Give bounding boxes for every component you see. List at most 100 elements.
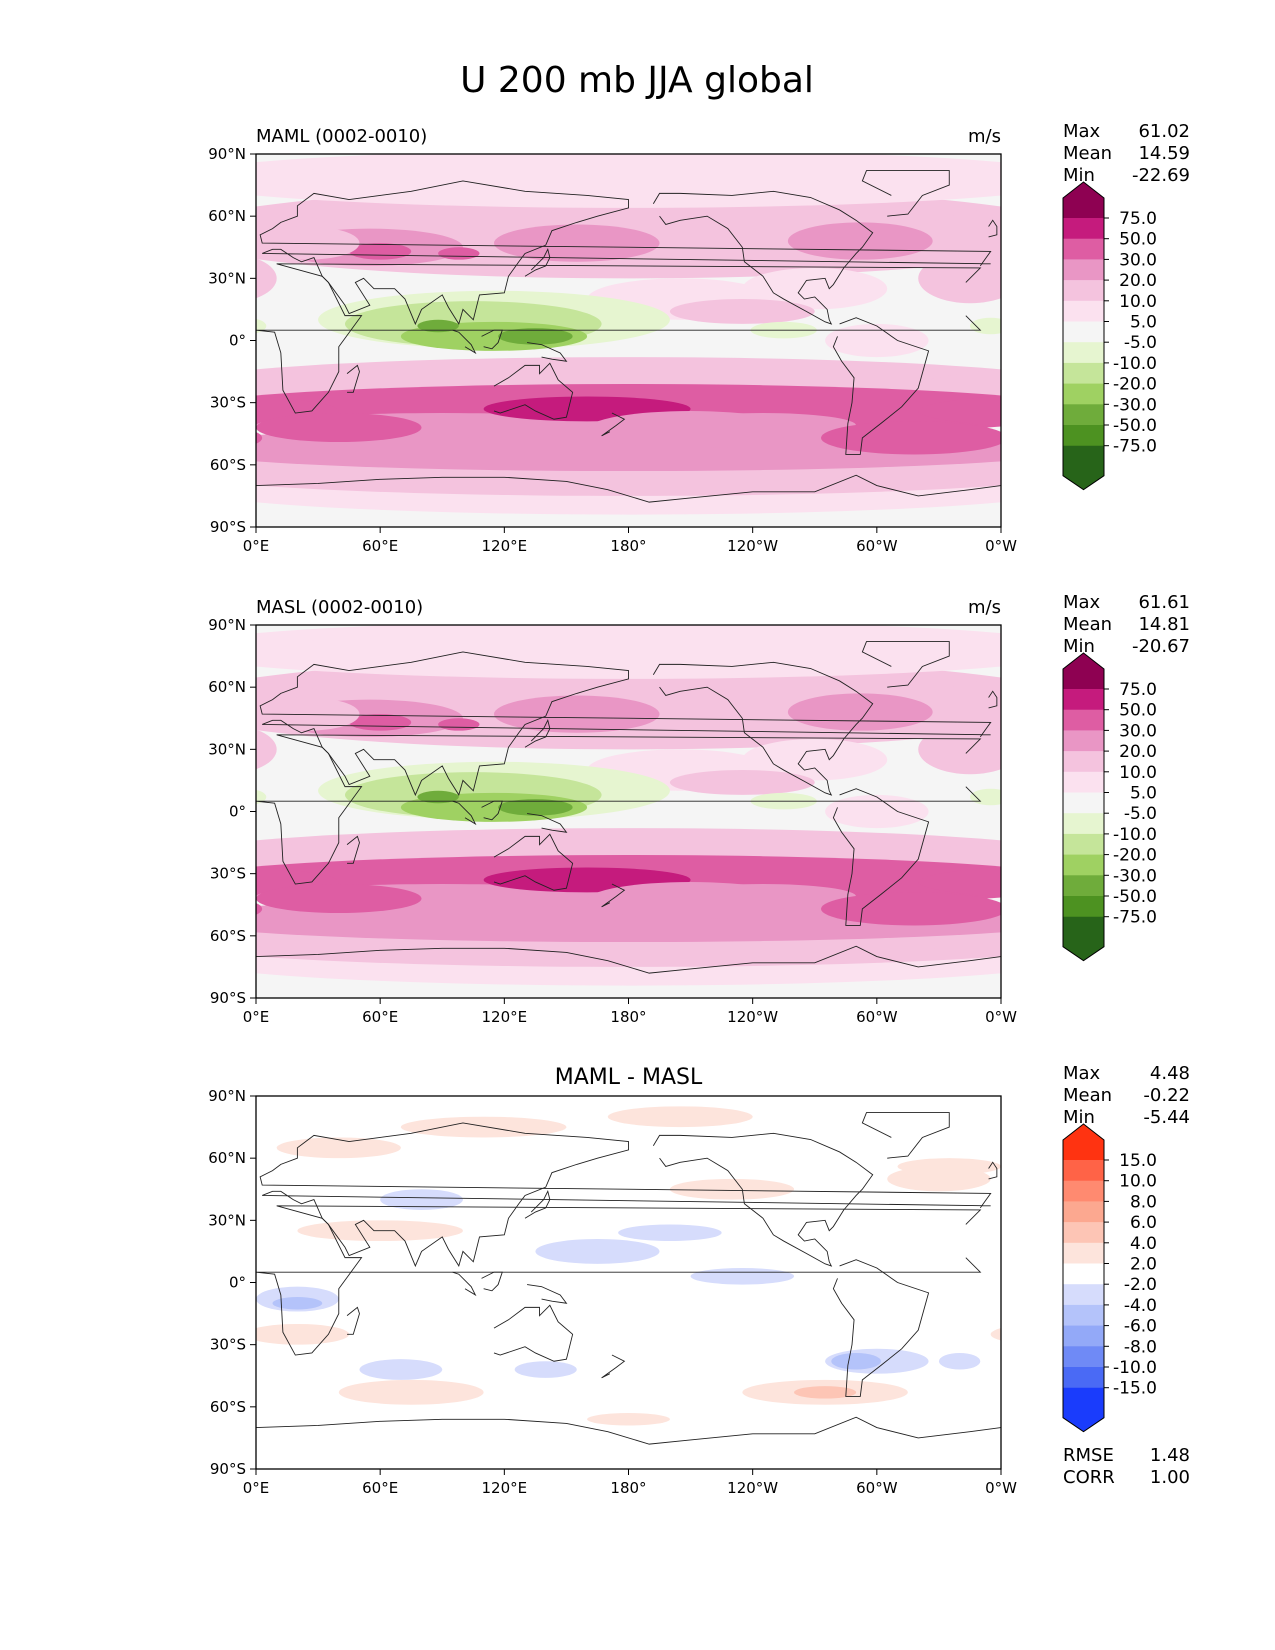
contour-region	[498, 328, 573, 345]
contour-region	[256, 697, 360, 731]
colorbar-segment	[1063, 896, 1104, 918]
colorbar-label: -50.0	[1113, 416, 1157, 436]
colorbar-extend-bottom	[1063, 916, 1104, 961]
colorbar-extend-top	[1063, 653, 1104, 689]
panel-3: 90°N 60°N 30°N 0° 30°S 60°S 90°S0°E 60°E 120°E 18…	[208, 1063, 1190, 1497]
contour-region	[256, 154, 1001, 208]
panel-units: m/s	[968, 597, 1001, 618]
contour-region	[938, 1352, 981, 1370]
coastline	[652, 190, 874, 325]
coastline	[832, 1259, 930, 1397]
contour-region	[359, 1359, 443, 1380]
stat-label: Mean	[1063, 143, 1112, 164]
colorbar-label: 75.0	[1119, 209, 1157, 229]
coastline	[652, 661, 874, 796]
x-tick-label: 60°E	[362, 1008, 398, 1026]
colorbar-segment	[1063, 875, 1104, 897]
coastline	[524, 1190, 551, 1219]
coastline	[652, 1132, 874, 1267]
y-tick-label: 90°N	[208, 616, 246, 634]
colorbar-segment	[1063, 383, 1104, 405]
colorbar-label: 8.0	[1130, 1192, 1157, 1212]
colorbar-label: -30.0	[1113, 395, 1157, 415]
contour-region	[918, 866, 1001, 898]
y-tick-label: 30°N	[208, 269, 246, 287]
contour-region	[787, 222, 933, 260]
contour-region	[417, 790, 459, 804]
contour-region	[256, 729, 277, 770]
contour-region	[669, 299, 815, 324]
stat-value-rmse: 1.48	[1150, 1445, 1190, 1466]
colorbar-label: 2.0	[1130, 1255, 1157, 1275]
coastline	[452, 329, 477, 355]
stat-value-min: -22.69	[1132, 165, 1190, 186]
stat-label: Min	[1063, 636, 1095, 657]
coastline	[524, 719, 551, 748]
coastline	[452, 800, 477, 826]
panel-units: m/s	[968, 126, 1001, 147]
x-tick-label: 60°E	[362, 1479, 398, 1497]
colorbar-label: 50.0	[1119, 230, 1157, 250]
colorbar-label: 5.0	[1130, 784, 1157, 804]
contour-region	[690, 1267, 795, 1285]
contour-region	[918, 395, 1001, 427]
colorbar-segment	[1063, 300, 1104, 322]
colorbar-outline	[1062, 181, 1105, 491]
colorbar-label: -5.0	[1124, 804, 1157, 824]
colorbar-label: -5.0	[1124, 333, 1157, 353]
coastline	[256, 263, 982, 414]
stat-label: Max	[1063, 121, 1101, 142]
map-area	[256, 1096, 1001, 1469]
colorbar-label: -6.0	[1124, 1317, 1157, 1337]
colorbar-segment	[1063, 1160, 1104, 1182]
colorbar-label: -30.0	[1113, 866, 1157, 886]
coastline	[346, 835, 360, 864]
contour-region	[256, 906, 339, 933]
x-tick-label: 120°E	[482, 537, 528, 555]
stat-value-corr: 1.00	[1150, 1467, 1190, 1488]
contour-region	[256, 625, 1001, 679]
x-tick-label: 0°W	[985, 1008, 1017, 1026]
colorbar-label: 50.0	[1119, 701, 1157, 721]
coastline	[256, 1416, 1001, 1445]
contour-region	[276, 1137, 401, 1159]
contour-region	[587, 1413, 670, 1426]
contour-region	[256, 633, 339, 667]
colorbar-extend-top	[1063, 182, 1104, 218]
contour-region	[256, 884, 422, 914]
colorbar-segment	[1063, 362, 1104, 385]
colorbar-segment	[1063, 1304, 1104, 1327]
coastline	[832, 788, 930, 926]
colorbar-label: -75.0	[1113, 908, 1157, 928]
coastline	[256, 945, 1001, 974]
contour-region	[438, 247, 480, 260]
coastline	[493, 362, 574, 420]
colorbar-extend-top	[1063, 1124, 1104, 1160]
x-tick-label: 0°E	[243, 537, 270, 555]
coastline	[259, 651, 992, 797]
colorbar-label: 4.0	[1130, 1234, 1157, 1254]
colorbar: 75.050.030.020.010.05.0-5.0-10.0-20.0-30…	[1062, 652, 1157, 962]
stat-value-max: 61.61	[1138, 592, 1190, 613]
y-tick-label: 30°S	[210, 865, 246, 883]
colorbar-segment	[1063, 321, 1104, 343]
contour-region	[256, 431, 263, 444]
x-tick-label: 0°W	[985, 1479, 1017, 1497]
x-tick-label: 60°W	[856, 537, 898, 555]
contour-region	[493, 695, 660, 733]
colorbar-label: -10.0	[1113, 354, 1157, 374]
colorbar-label: 30.0	[1119, 721, 1157, 741]
coastline	[256, 474, 1001, 503]
colorbar-segment	[1063, 833, 1104, 856]
x-tick-label: 60°W	[856, 1008, 898, 1026]
x-tick-label: 120°W	[727, 1008, 778, 1026]
colorbar-segment	[1063, 1222, 1104, 1244]
coastline	[601, 883, 626, 908]
colorbar-label: -8.0	[1124, 1337, 1157, 1357]
x-tick-label: 120°W	[727, 1479, 778, 1497]
contour-region	[256, 258, 277, 299]
coastline	[481, 800, 503, 821]
contour-region	[897, 1158, 1001, 1175]
colorbar-segment	[1063, 259, 1104, 281]
coastline	[601, 412, 626, 437]
